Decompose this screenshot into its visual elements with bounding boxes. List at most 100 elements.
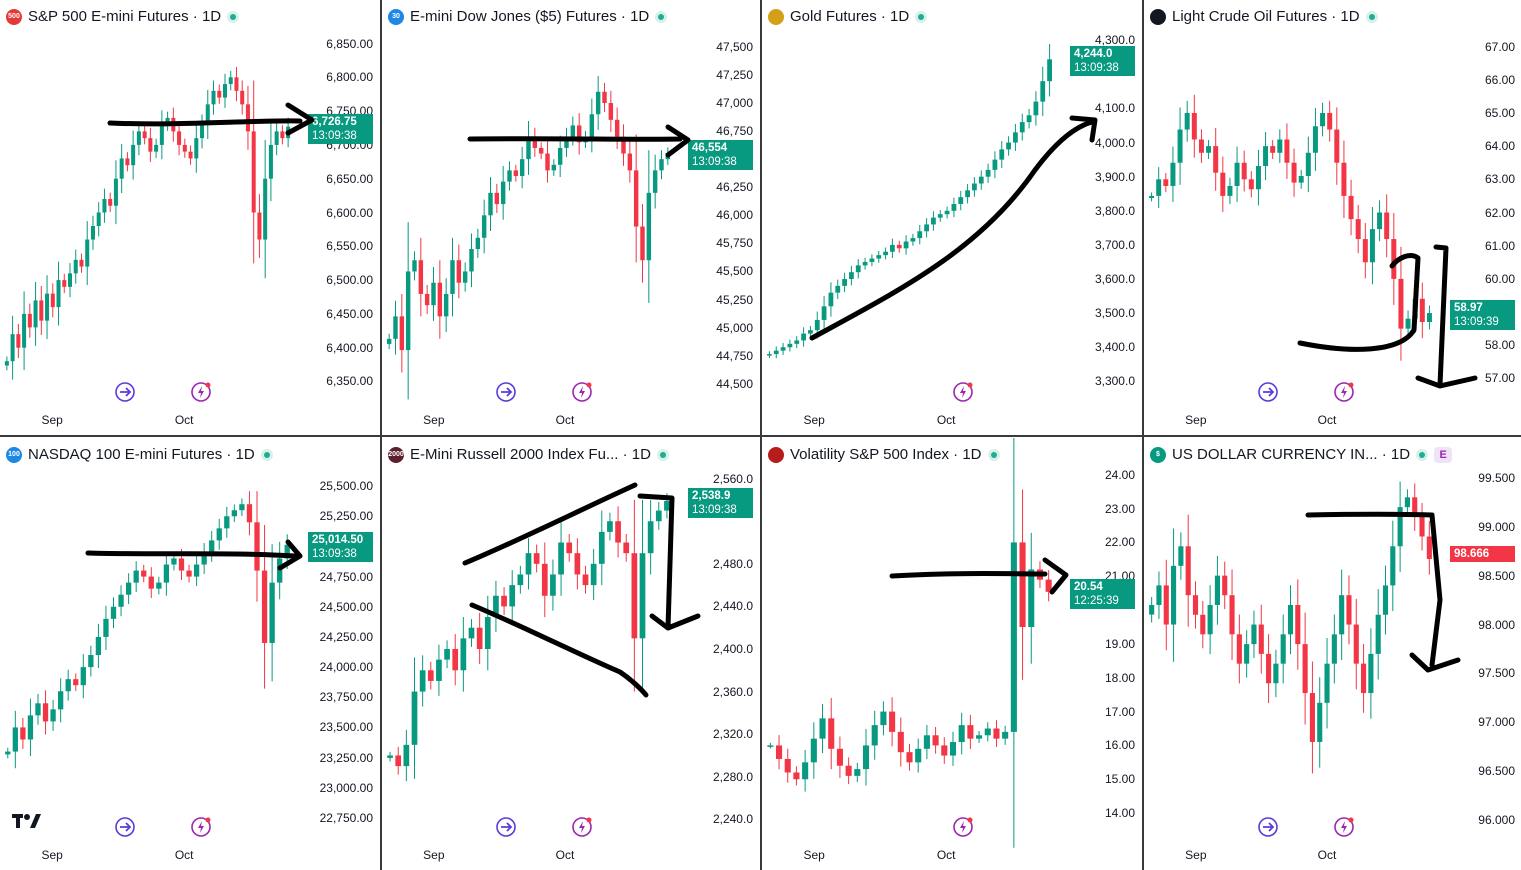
candle — [1419, 282, 1425, 339]
candle — [27, 303, 32, 338]
price-tick-label: 6,550.00 — [326, 239, 373, 254]
earnings-event-icon[interactable] — [952, 816, 974, 838]
chart-header[interactable]: 100 NASDAQ 100 E-mini Futures · 1D — [6, 446, 273, 463]
chart-header[interactable]: Volatility S&P 500 Index · 1D — [768, 446, 1000, 463]
price-tick-label: 45,000 — [716, 320, 753, 335]
chart-panel-nasdaq[interactable]: 100 NASDAQ 100 E-mini Futures · 1D 25,500.… — [0, 438, 379, 870]
bar-countdown: 13:09:38 — [312, 129, 357, 142]
candle — [10, 315, 15, 380]
chart-header[interactable]: Gold Futures · 1D — [768, 8, 928, 25]
market-status-icon — [260, 448, 273, 461]
candle — [274, 121, 279, 156]
chart-panel-gold[interactable]: Gold Futures · 1D 4,300.0 4,100.0 4,000.0 3,… — [762, 0, 1141, 435]
candlestick-plot[interactable] — [762, 0, 1069, 435]
candlestick-plot[interactable] — [382, 438, 687, 870]
candle — [96, 202, 101, 237]
candlestick-plot[interactable] — [762, 438, 1069, 870]
price-tick-label: 4,000.0 — [1094, 135, 1135, 150]
candle — [261, 524, 268, 689]
candle — [1266, 634, 1272, 704]
candle — [897, 717, 904, 767]
symbol-title[interactable]: E-mini Dow Jones ($5) Futures · 1D — [410, 8, 650, 25]
candle — [45, 275, 50, 340]
candle — [941, 737, 948, 764]
tradingview-logo-icon[interactable] — [12, 812, 42, 836]
symbol-title[interactable]: US DOLLAR CURRENCY IN... · 1D — [1172, 446, 1411, 463]
chart-header[interactable]: 2000 E-Mini Russell 2000 Index Fu... · 1D — [388, 446, 669, 463]
candle — [951, 197, 957, 218]
dividend-event-icon[interactable] — [114, 816, 136, 838]
candlestick-plot[interactable] — [1144, 0, 1449, 435]
price-axis[interactable]: 24.00 23.00 22.00 21.00 19.00 18.00 17.00 16.00… — [1069, 438, 1141, 870]
candle — [513, 164, 519, 182]
candle — [1213, 128, 1219, 191]
candle — [1013, 124, 1018, 151]
earnings-event-icon[interactable] — [571, 816, 593, 838]
earnings-badge[interactable]: E — [1434, 446, 1453, 463]
symbol-logo-icon: 30 — [388, 8, 404, 25]
earnings-event-icon[interactable] — [190, 816, 212, 838]
dividend-event-icon[interactable] — [1257, 381, 1279, 403]
candle — [614, 107, 620, 149]
chart-panel-dow[interactable]: 30 E-mini Dow Jones ($5) Futures · 1D 47,5… — [382, 0, 759, 435]
last-price-value: 58.97 — [1454, 302, 1483, 315]
dividend-event-icon[interactable] — [1257, 816, 1279, 838]
price-axis[interactable]: 47,50047,25047,00046,75046,50046,25046,0… — [687, 0, 759, 435]
dividend-event-icon[interactable] — [114, 381, 136, 403]
earnings-event-icon[interactable] — [1333, 816, 1355, 838]
candle — [828, 697, 835, 770]
candle — [574, 538, 581, 590]
chart-header[interactable]: 30 E-mini Dow Jones ($5) Futures · 1D — [388, 8, 668, 25]
chart-header[interactable]: 500 S&P 500 E-mini Futures · 1D — [6, 8, 240, 25]
earnings-event-icon[interactable] — [190, 381, 212, 403]
last-price-label: 58.97 13:09:39 — [1450, 300, 1515, 331]
chart-panel-crude[interactable]: Light Crude Oil Futures · 1D 67.00 66.00 65… — [1144, 0, 1521, 435]
candle — [95, 623, 102, 669]
candle — [607, 512, 613, 541]
candle — [1287, 585, 1294, 655]
symbol-title[interactable]: S&P 500 E-mini Futures · 1D — [28, 8, 222, 25]
chart-header[interactable]: $ US DOLLAR CURRENCY IN... · 1D E — [1150, 446, 1453, 463]
candle — [932, 727, 939, 754]
earnings-event-icon[interactable] — [952, 381, 974, 403]
chart-panel-russell[interactable]: 2000 E-Mini Russell 2000 Index Fu... · 1D… — [382, 438, 759, 870]
candle — [427, 661, 434, 690]
chart-header[interactable]: Light Crude Oil Futures · 1D — [1150, 8, 1378, 25]
symbol-title[interactable]: Light Crude Oil Futures · 1D — [1172, 8, 1360, 25]
candle — [814, 311, 820, 339]
price-axis[interactable]: 6,850.00 6,800.00 6,750.00 6,700.00 6,650.00… — [307, 0, 379, 435]
earnings-event-icon[interactable] — [1333, 381, 1355, 403]
candle — [590, 548, 597, 601]
candle — [1033, 91, 1039, 126]
candle — [1369, 206, 1375, 285]
symbol-title[interactable]: Gold Futures · 1D — [790, 8, 910, 25]
candlestick-plot[interactable] — [0, 0, 307, 435]
candle — [125, 573, 132, 605]
candlestick-plot[interactable] — [1144, 438, 1449, 870]
dividend-event-icon[interactable] — [495, 381, 517, 403]
price-axis[interactable]: 2,560.0 2,480.0 2,440.0 2,400.0 2,360.0 2,320… — [687, 438, 759, 870]
symbol-title[interactable]: E-Mini Russell 2000 Index Fu... · 1D — [410, 446, 651, 463]
price-axis[interactable]: 4,300.0 4,100.0 4,000.0 3,900.0 3,800.0 3,700… — [1069, 0, 1141, 435]
symbol-title[interactable]: Volatility S&P 500 Index · 1D — [790, 446, 982, 463]
last-price-label: 25,014.50 13:09:38 — [308, 531, 373, 562]
candlestick-plot[interactable] — [382, 0, 687, 435]
symbol-title[interactable]: NASDAQ 100 E-mini Futures · 1D — [28, 446, 255, 463]
earnings-event-icon[interactable] — [571, 381, 593, 403]
candle — [209, 530, 215, 562]
candle — [896, 240, 902, 253]
candle — [558, 521, 564, 596]
candle — [1244, 630, 1250, 678]
chart-panel-vix[interactable]: Volatility S&P 500 Index · 1D 24.00 23.00 2… — [762, 438, 1141, 870]
candle — [583, 131, 588, 148]
dividend-event-icon[interactable] — [495, 816, 517, 838]
price-axis[interactable]: 25,500.00 25,250.00 24,750.00 24,500.00 24,2… — [307, 438, 379, 870]
price-axis[interactable]: 67.00 66.00 65.00 64.00 63.00 62.00 61.00 60.00… — [1449, 0, 1521, 435]
chart-panel-sp500[interactable]: 500 S&P 500 E-mini Futures · 1D 6,850.00 6,… — [0, 0, 379, 435]
chart-panel-dxy[interactable]: $ US DOLLAR CURRENCY IN... · 1D E 99.500 99.… — [1144, 438, 1521, 870]
candlestick-plot[interactable] — [0, 438, 307, 870]
candle — [286, 117, 291, 148]
candle — [216, 518, 222, 550]
time-axis-label: Sep — [423, 848, 445, 862]
price-axis[interactable]: 99.500 99.000 98.500 98.000 97.500 97.000 96.5… — [1449, 438, 1521, 870]
